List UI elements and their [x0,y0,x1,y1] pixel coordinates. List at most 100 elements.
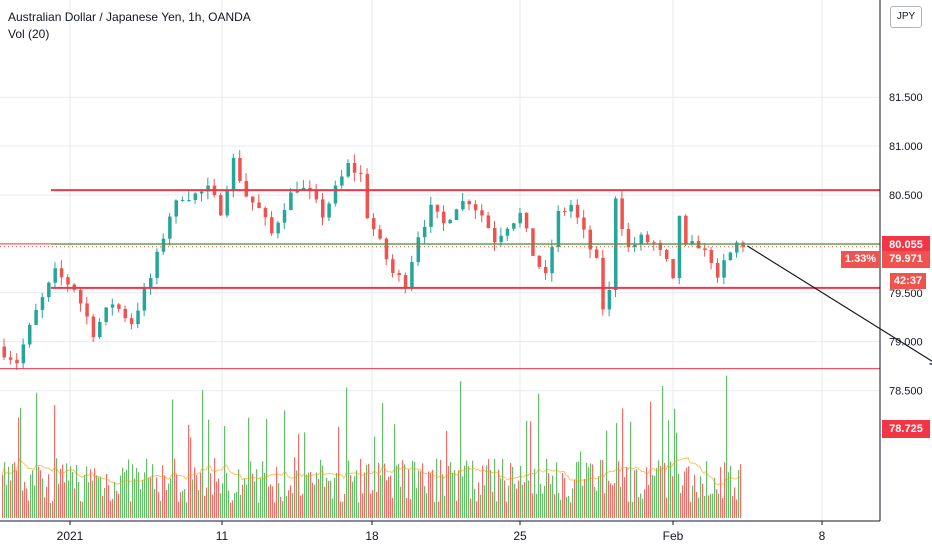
volume-bar [432,470,434,518]
volume-bar [564,477,566,518]
volume-bar [312,482,314,518]
volume-bar [10,480,12,518]
volume-bar [86,466,88,518]
volume-bar [694,474,696,518]
volume-bar [16,470,18,518]
volume-bar [356,470,358,518]
volume-bar [58,483,60,518]
candle-body [15,359,19,364]
volume-bar [516,488,518,518]
volume-bar [718,493,720,518]
candle-body [289,192,293,211]
volume-bar [232,500,234,518]
volume-bar [104,487,106,518]
horizontal-levels [0,189,880,370]
volume-bar [346,387,348,518]
candle-body [85,303,89,317]
symbol-title[interactable]: Australian Dollar / Japanese Yen, 1h, OA… [8,10,251,24]
volume-bar [700,476,702,518]
volume-bar [354,476,356,518]
indicator-label[interactable]: Vol (20) [8,27,50,41]
volume-bar [576,462,578,518]
volume-bar [278,483,280,518]
volume-bar [476,501,478,518]
volume-bar [688,466,690,518]
volume-bar [522,484,524,518]
volume-bar [478,482,480,518]
volume-bar [170,478,172,518]
volume-bar [704,495,706,518]
volume-bar [520,466,522,518]
candle-body [601,257,605,310]
volume-bar [528,480,530,518]
volume-bar [216,481,218,518]
volume-bar [594,487,596,518]
volume-bar [286,495,288,518]
candle-body [652,242,656,244]
candle-body [518,212,522,224]
volume-bar [468,466,470,518]
volume-bar [714,477,716,518]
candle-body [512,223,516,229]
volume-bar [412,460,414,518]
volume-bar [344,493,346,518]
volume-bar [632,501,634,518]
volume-bar [540,484,542,518]
volume-bar [134,478,136,518]
volume-bar [32,470,34,518]
candle-body [104,307,108,323]
volume-bar [40,470,42,518]
volume-bar [2,474,4,518]
candle-body [129,318,134,325]
volume-bar [90,469,92,518]
candle-body [448,219,452,224]
volume-bar [570,502,572,518]
volume-bar [212,494,214,518]
candle-body [492,227,497,243]
volume-bar [328,480,330,518]
volume-bar [154,489,156,518]
volume-bar [168,483,170,518]
volume-bar [308,472,310,518]
candle-body [607,290,612,310]
volume-bar [28,500,30,518]
volume-bar [598,476,600,518]
volume-bar [736,499,738,518]
volume-bar [268,486,270,518]
volume-bar [414,461,416,518]
candle-body [136,310,140,325]
candle-body [371,218,376,230]
candle-body [722,260,726,278]
time-tick-label: 11 [216,529,229,543]
volume-bar [466,460,468,518]
volume-bar [102,495,104,518]
volume-bar [638,496,640,518]
volume-bar [628,501,630,518]
candle-body [321,199,325,218]
volume-bar [556,462,558,518]
volume-bar [676,432,678,518]
volume-bar [358,502,360,518]
volume-bar [464,465,466,518]
volume-bar [290,485,292,518]
candle-body [703,248,707,251]
volume-bar [452,472,454,518]
volume-bar [360,458,362,518]
volume-bar [114,482,116,518]
volume-bar [34,485,36,518]
volume-bar [606,430,608,518]
candle-body [639,234,643,245]
volume-bar [198,490,200,518]
volume-bar [646,467,648,518]
volume-bar [456,500,458,518]
volume-bar [438,501,440,518]
candle-body [110,304,115,308]
currency-button[interactable]: JPY [890,6,922,28]
candle-body [257,202,261,209]
candle-body [403,275,408,289]
volume-bar [82,501,84,518]
volume-bar [404,464,406,518]
volume-bar [274,502,276,518]
volume-bar [366,464,368,518]
